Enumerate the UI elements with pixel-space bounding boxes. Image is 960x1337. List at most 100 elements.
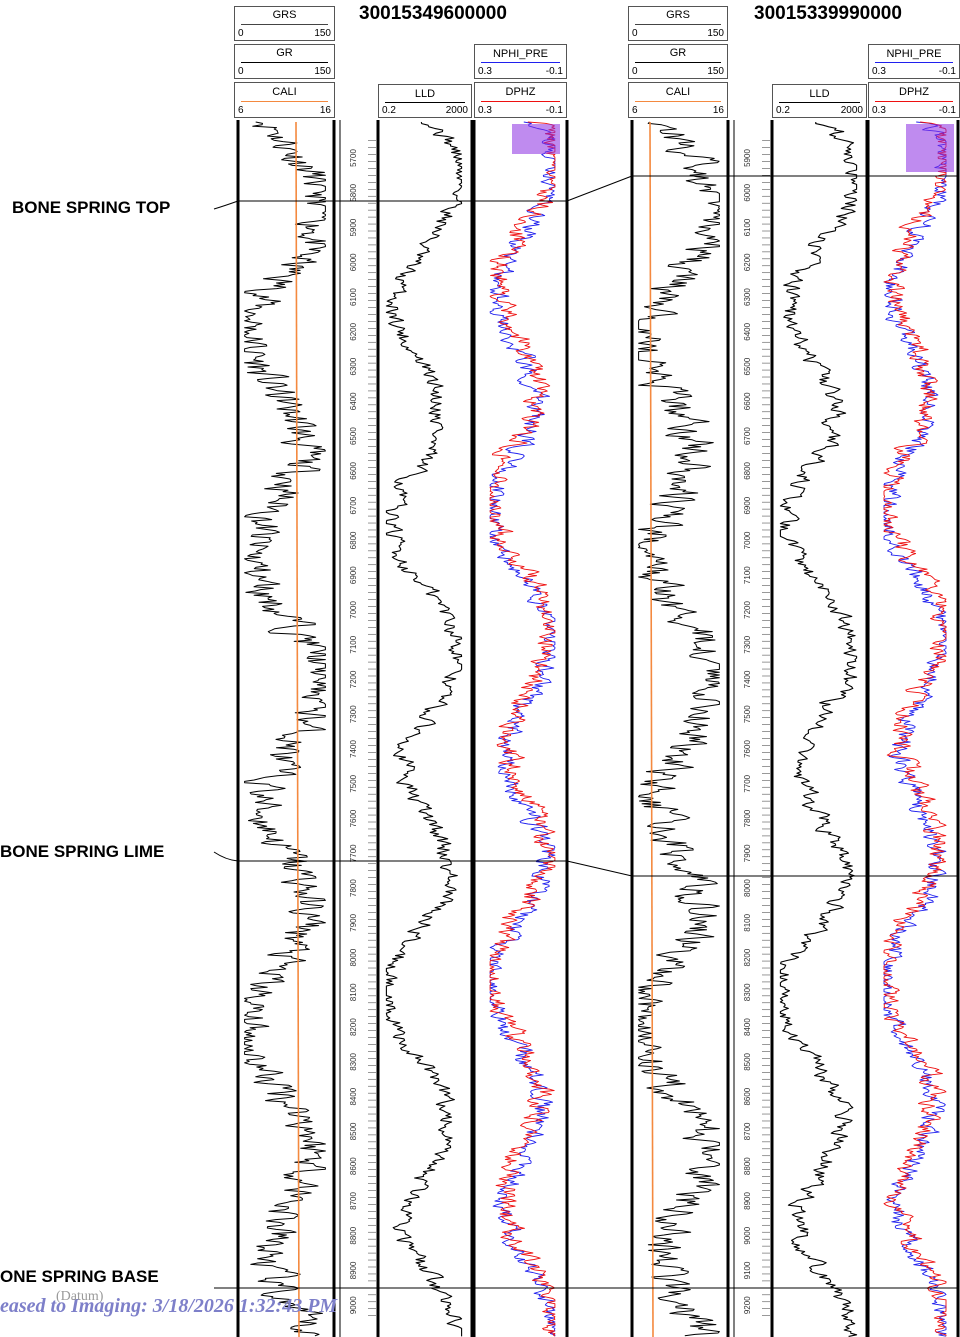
well-1-dphz-curve — [489, 121, 556, 1337]
well-1-depth-label: 8200 — [349, 1018, 358, 1036]
well-2-depth-label: 6000 — [743, 183, 752, 201]
well-1-depth-label: 5700 — [349, 149, 358, 167]
well-1-depth-label: 8500 — [349, 1122, 358, 1140]
nphi-curve-name: NPHI_PRE — [492, 48, 549, 60]
well-2-depth-label: 8600 — [743, 1087, 752, 1105]
cali-scale-min: 6 — [238, 105, 244, 116]
well-1-gr-curve — [244, 121, 326, 1337]
well-1-depth-label: 7200 — [349, 670, 358, 688]
leader-bone-spring-lime — [213, 851, 239, 862]
well-2-api-number: 30015339990000 — [754, 3, 902, 24]
well-1-api-number: 30015349600000 — [359, 3, 507, 24]
gr-curve-swatch — [241, 62, 328, 63]
well-1-depth-label: 9000 — [349, 1296, 358, 1314]
well-2-depth-label: 5900 — [743, 149, 752, 167]
gr-curve-name: GR — [669, 47, 687, 59]
well-1-depth-label: 6500 — [349, 427, 358, 445]
well-1-depth-label: 7500 — [349, 774, 358, 792]
gr-scale-max: 150 — [707, 66, 724, 77]
well-1-depth-label: 8900 — [349, 1261, 358, 1279]
well-2-depth-label: 8300 — [743, 983, 752, 1001]
well-1-cali-curve — [295, 121, 300, 1337]
well-2-nphi-curve — [883, 121, 947, 1337]
well-1-depth-label: 8000 — [349, 948, 358, 966]
well-2-depth-label: 8800 — [743, 1157, 752, 1175]
well-2-depth-label: 8700 — [743, 1122, 752, 1140]
lld-curve-name: LLD — [809, 88, 830, 100]
gr-scale-min: 0 — [238, 66, 244, 77]
well-2-grs-header: GRS 0 150 — [628, 6, 728, 41]
well-2-depth-label: 9200 — [743, 1296, 752, 1314]
well-1-depth-label: 8400 — [349, 1087, 358, 1105]
well-1-depth-label: 7900 — [349, 913, 358, 931]
well-2-depth-label: 6600 — [743, 392, 752, 410]
well-2-depth-label: 9100 — [743, 1261, 752, 1279]
cali-scale-max: 16 — [319, 105, 331, 116]
grs-scale-max: 150 — [707, 28, 724, 39]
well-2-depth-label: 6100 — [743, 218, 752, 236]
well-1-lld-curve — [385, 121, 463, 1337]
cali-curve-name: CALI — [272, 86, 297, 98]
well-2-cali-curve — [649, 121, 654, 1337]
well-1-depth-label: 8700 — [349, 1191, 358, 1209]
well-1-depth-label: 6200 — [349, 322, 358, 340]
lld-scale-max: 2000 — [840, 105, 863, 116]
well-2-depth-label: 9000 — [743, 1226, 752, 1244]
well-1-depth-label: 8600 — [349, 1157, 358, 1175]
well-2-depth-label: 6200 — [743, 253, 752, 271]
well-2-depth-label: 6800 — [743, 461, 752, 479]
well-1-depth-label: 7100 — [349, 635, 358, 653]
well-1-depth-label: 6600 — [349, 461, 358, 479]
lld-curve-swatch — [385, 102, 465, 103]
well-1-gr-header: GR 0 150 — [234, 44, 335, 79]
well-2-depth-label: 6400 — [743, 322, 752, 340]
dphz-curve-swatch — [875, 101, 953, 102]
well-1-nphi-curve — [489, 121, 556, 1337]
correlation-connector-1 — [566, 175, 633, 202]
well-1-depth-label: 7400 — [349, 740, 358, 758]
nphi-curve-name: NPHI_PRE — [886, 48, 942, 60]
grs-scale-min: 0 — [632, 28, 638, 39]
well-2-depth-label: 7800 — [743, 809, 752, 827]
well-1-depth-label: 6000 — [349, 253, 358, 271]
cali-curve-swatch — [635, 101, 721, 102]
well-1-depth-label: 8100 — [349, 983, 358, 1001]
well-2-depth-label: 8400 — [743, 1018, 752, 1036]
grs-scale-min: 0 — [238, 28, 244, 39]
well-2-depth-label: 8000 — [743, 879, 752, 897]
well-1-depth-label: 8800 — [349, 1226, 358, 1244]
correlation-connector-2 — [566, 860, 633, 877]
top-label-bone-spring-lime: BONE SPRING LIME — [0, 842, 165, 861]
well-1-lld-header: LLD 0.2 2000 — [378, 84, 472, 118]
well-1-depth-label: 6800 — [349, 531, 358, 549]
well-2-depth-label: 8900 — [743, 1191, 752, 1209]
well-2-depth-label: 7700 — [743, 774, 752, 792]
well-1-dphz-header: DPHZ 0.3 -0.1 — [474, 82, 567, 118]
cali-curve-name: CALI — [665, 86, 691, 98]
nphi-scale-min: 0.3 — [872, 66, 886, 77]
lld-scale-min: 0.2 — [382, 105, 396, 116]
grs-curve-swatch — [635, 24, 721, 25]
cali-curve-swatch — [241, 101, 328, 102]
well-1-depth-label: 6300 — [349, 357, 358, 375]
dphz-scale-min: 0.3 — [478, 105, 492, 116]
nphi-scale-max: -0.1 — [938, 66, 956, 77]
well-1-depth-label: 7800 — [349, 879, 358, 897]
well-2-porosity-overlap-shade — [906, 124, 954, 172]
well-1-depth-label: 7300 — [349, 705, 358, 723]
well-1-nphi-header: NPHI_PRE 0.3 -0.1 — [474, 44, 567, 79]
well-2-depth-label: 7900 — [743, 844, 752, 862]
top-label-bone-spring-base: ONE SPRING BASE — [0, 1267, 159, 1286]
grs-curve-name: GRS — [666, 9, 690, 21]
leader-bone-spring-top — [213, 200, 239, 210]
release-stamp: eased to Imaging: 3/18/2026 1:32:43 PM (… — [0, 1289, 337, 1318]
dphz-scale-max: -0.1 — [938, 105, 956, 116]
grs-scale-max: 150 — [314, 28, 331, 39]
well-2-depth-label: 7500 — [743, 705, 752, 723]
well-2-depth-label: 6700 — [743, 427, 752, 445]
well-2-gr-header: GR 0 150 — [628, 44, 728, 79]
well-2-gr-curve — [638, 121, 720, 1337]
well-2-depth-label: 8200 — [743, 948, 752, 966]
grs-curve-name: GRS — [272, 9, 297, 21]
